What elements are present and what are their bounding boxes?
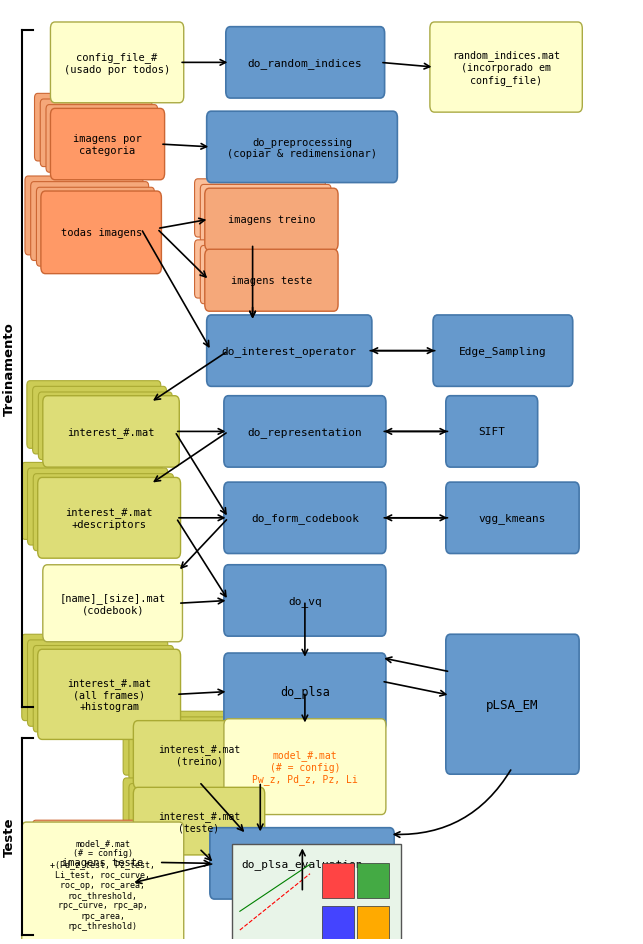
Text: interest_#.mat: interest_#.mat — [68, 427, 155, 437]
FancyBboxPatch shape — [129, 784, 258, 848]
FancyBboxPatch shape — [430, 23, 583, 113]
Text: vgg_kmeans: vgg_kmeans — [479, 513, 546, 524]
Text: interest_#.mat
+descriptors: interest_#.mat +descriptors — [66, 507, 153, 530]
FancyBboxPatch shape — [322, 905, 354, 940]
FancyBboxPatch shape — [232, 844, 401, 941]
Text: model_#.mat
(# = config)
+(Pd_z_test, Pz_test,
Li_test, roc_curve,
roc_op, roc_a: model_#.mat (# = config) +(Pd_z_test, Pz… — [50, 838, 155, 930]
FancyBboxPatch shape — [28, 468, 168, 546]
Text: do_representation: do_representation — [248, 427, 362, 437]
FancyBboxPatch shape — [224, 565, 386, 636]
FancyBboxPatch shape — [50, 110, 165, 180]
FancyBboxPatch shape — [33, 387, 167, 454]
FancyBboxPatch shape — [224, 482, 386, 554]
Text: todas imagens: todas imagens — [60, 228, 141, 238]
FancyBboxPatch shape — [43, 396, 179, 467]
FancyBboxPatch shape — [22, 822, 184, 944]
FancyBboxPatch shape — [446, 634, 579, 774]
FancyBboxPatch shape — [41, 100, 152, 167]
FancyBboxPatch shape — [123, 778, 252, 842]
FancyBboxPatch shape — [43, 565, 183, 642]
Text: imagens teste: imagens teste — [62, 857, 143, 868]
FancyBboxPatch shape — [27, 381, 161, 448]
FancyBboxPatch shape — [33, 646, 174, 733]
Text: do_preprocessing
(copiar & redimensionar): do_preprocessing (copiar & redimensionar… — [227, 137, 377, 159]
Text: [name]_[size].mat
(codebook): [name]_[size].mat (codebook) — [60, 593, 166, 615]
FancyBboxPatch shape — [31, 182, 149, 261]
FancyBboxPatch shape — [38, 478, 181, 559]
Text: model_#.mat
(# = config)
Pw_z, Pd_z, Pz, Li: model_#.mat (# = config) Pw_z, Pd_z, Pz,… — [252, 750, 358, 784]
FancyBboxPatch shape — [46, 106, 158, 173]
FancyBboxPatch shape — [133, 787, 265, 855]
FancyBboxPatch shape — [38, 649, 181, 740]
FancyBboxPatch shape — [41, 192, 161, 275]
FancyBboxPatch shape — [358, 864, 389, 898]
FancyBboxPatch shape — [43, 830, 163, 895]
FancyBboxPatch shape — [204, 189, 338, 251]
FancyBboxPatch shape — [204, 250, 338, 312]
Text: pLSA_EM: pLSA_EM — [486, 698, 539, 711]
Text: Edge_Sampling: Edge_Sampling — [459, 346, 547, 357]
Text: interest_#.mat
(all frames)
+histogram: interest_#.mat (all frames) +histogram — [67, 678, 151, 712]
FancyBboxPatch shape — [37, 188, 154, 267]
Text: imagens teste: imagens teste — [231, 276, 312, 286]
FancyBboxPatch shape — [39, 826, 156, 888]
FancyBboxPatch shape — [210, 828, 394, 899]
FancyBboxPatch shape — [22, 634, 162, 721]
Text: config_file_#
(usado por todos): config_file_# (usado por todos) — [64, 52, 170, 75]
FancyBboxPatch shape — [195, 179, 325, 238]
Text: SIFT: SIFT — [478, 427, 505, 437]
Text: interest_#.mat
(teste): interest_#.mat (teste) — [158, 810, 240, 833]
FancyBboxPatch shape — [224, 653, 386, 731]
FancyBboxPatch shape — [433, 315, 573, 387]
FancyBboxPatch shape — [206, 112, 397, 183]
FancyBboxPatch shape — [33, 820, 150, 883]
FancyBboxPatch shape — [201, 246, 331, 304]
FancyBboxPatch shape — [226, 27, 385, 99]
FancyBboxPatch shape — [206, 315, 372, 387]
FancyBboxPatch shape — [358, 905, 389, 940]
Text: do_plsa: do_plsa — [280, 685, 330, 699]
FancyBboxPatch shape — [322, 864, 354, 898]
FancyBboxPatch shape — [33, 474, 174, 551]
FancyBboxPatch shape — [446, 482, 579, 554]
FancyBboxPatch shape — [446, 396, 538, 467]
FancyBboxPatch shape — [39, 393, 172, 460]
Text: do_vq: do_vq — [288, 596, 322, 606]
FancyBboxPatch shape — [35, 94, 146, 161]
FancyBboxPatch shape — [50, 23, 184, 104]
Text: do_plsa_evaluation: do_plsa_evaluation — [241, 858, 363, 868]
Text: random_indices.mat
(incorporado em
config_file): random_indices.mat (incorporado em confi… — [452, 50, 560, 86]
FancyBboxPatch shape — [195, 241, 325, 298]
Text: do_form_codebook: do_form_codebook — [251, 513, 359, 524]
FancyBboxPatch shape — [224, 719, 386, 815]
FancyBboxPatch shape — [224, 396, 386, 467]
FancyBboxPatch shape — [133, 721, 265, 788]
FancyBboxPatch shape — [123, 712, 252, 775]
Text: Teste: Teste — [3, 817, 15, 856]
FancyBboxPatch shape — [201, 185, 331, 244]
Text: interest_#.mat
(treino): interest_#.mat (treino) — [158, 744, 240, 766]
FancyBboxPatch shape — [28, 640, 168, 727]
Text: do_interest_operator: do_interest_operator — [222, 346, 357, 357]
FancyBboxPatch shape — [25, 177, 143, 256]
Text: imagens treino: imagens treino — [228, 215, 315, 225]
Text: do_random_indices: do_random_indices — [248, 58, 363, 69]
Text: imagens por
categoria: imagens por categoria — [73, 134, 142, 156]
FancyBboxPatch shape — [129, 717, 258, 781]
FancyBboxPatch shape — [22, 463, 162, 540]
Text: Treinamento: Treinamento — [3, 322, 15, 416]
